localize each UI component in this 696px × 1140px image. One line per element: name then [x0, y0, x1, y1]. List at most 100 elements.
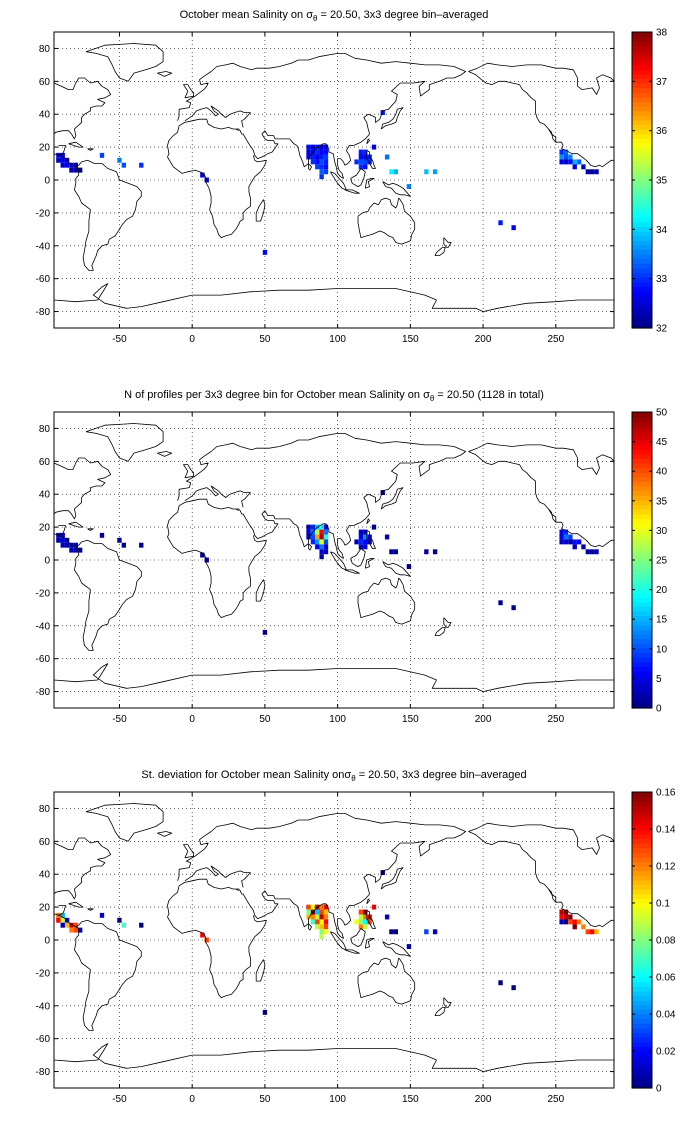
- colorbar-step: [632, 323, 652, 329]
- colorbar-step: [632, 671, 652, 677]
- coastline: [443, 617, 452, 628]
- colorbar-step: [632, 124, 652, 130]
- data-cell: [594, 549, 599, 555]
- colorbar-step: [632, 55, 652, 61]
- data-cell: [432, 549, 438, 555]
- colorbar-step: [632, 889, 652, 895]
- colorbar-step: [632, 661, 652, 667]
- colorbar-step: [632, 138, 652, 144]
- data-cell: [310, 154, 316, 160]
- coastline: [434, 627, 446, 636]
- data-cell: [432, 169, 438, 175]
- coastline: [468, 442, 614, 475]
- colorbar-step: [632, 801, 652, 807]
- colorbar-step: [632, 990, 652, 997]
- colorbar-step: [632, 504, 652, 510]
- x-tick-label: 200: [475, 714, 492, 725]
- colorbar-step: [632, 610, 652, 617]
- y-tick-label: 20: [39, 143, 51, 154]
- x-tick-label: 100: [329, 334, 346, 345]
- data-cell: [99, 532, 105, 538]
- data-cell: [323, 534, 329, 540]
- data-cell: [363, 539, 368, 545]
- colorbar-step: [632, 916, 652, 923]
- chart-title: N of profiles per 3x3 degree bin for Oct…: [124, 389, 544, 403]
- data-cell: [363, 534, 368, 540]
- data-cell: [73, 542, 78, 548]
- colorbar-step: [632, 829, 652, 835]
- coastlines: [54, 43, 614, 312]
- colorbar-step: [632, 304, 652, 311]
- colorbar-step: [632, 995, 652, 1001]
- colorbar-step: [632, 657, 652, 663]
- data-cell: [323, 549, 329, 555]
- data-cell: [310, 919, 316, 925]
- colorbar-tick-label: 35: [656, 496, 668, 507]
- coastline: [58, 525, 66, 536]
- x-tick-label: 0: [189, 714, 195, 725]
- colorbar-step: [632, 189, 652, 195]
- colorbar: 0 5 10 15 20 25 30 35 40 45 50: [631, 408, 668, 715]
- data-cell: [60, 542, 65, 548]
- colorbar-step: [632, 684, 652, 691]
- data-cell: [563, 159, 569, 165]
- y-tick-label: -60: [36, 274, 51, 285]
- colorbar-tick-label: 45: [656, 437, 668, 448]
- coastline: [85, 423, 164, 462]
- colorbar-step: [632, 513, 652, 519]
- colorbar-step: [632, 810, 652, 816]
- colorbar-step: [632, 866, 652, 872]
- colorbar-tick-label: 40: [656, 467, 668, 478]
- colorbar: 32 33 34 35 36 37 38: [631, 28, 668, 335]
- colorbar-step: [632, 805, 652, 812]
- y-tick-label: -20: [36, 588, 51, 599]
- data-cell: [563, 914, 569, 920]
- coastline: [468, 71, 614, 168]
- colorbar-tick-label: 0.04: [656, 1010, 676, 1021]
- data-cell: [56, 917, 61, 923]
- colorbar-step: [632, 69, 652, 75]
- data-cell: [315, 919, 320, 925]
- data-cell: [363, 909, 368, 915]
- colorbar-step: [632, 546, 652, 552]
- data-cell: [319, 904, 324, 910]
- colorbar-step: [632, 96, 652, 102]
- data-cell: [572, 924, 577, 930]
- data-cell: [572, 159, 577, 165]
- colorbar-step: [632, 935, 652, 941]
- y-tick-label: -80: [36, 307, 51, 318]
- data-cell: [310, 524, 316, 530]
- colorbar-step: [632, 541, 652, 547]
- coastline: [87, 148, 94, 151]
- colorbar-step: [632, 281, 652, 287]
- colorbar-step: [632, 680, 652, 686]
- y-tick-label: 40: [39, 490, 51, 501]
- colorbar-step: [632, 226, 652, 232]
- data-cell: [393, 549, 398, 555]
- coastline: [167, 53, 466, 238]
- colorbar-step: [632, 921, 652, 927]
- data-cell: [78, 167, 83, 173]
- colorbar-step: [632, 110, 652, 116]
- coastline: [54, 837, 112, 909]
- colorbar-step: [632, 217, 652, 223]
- colorbar-step: [632, 620, 652, 626]
- data-cell: [358, 154, 364, 160]
- data-cell: [319, 929, 324, 935]
- data-cell: [424, 929, 429, 935]
- coastline: [344, 949, 360, 954]
- colorbar-step: [632, 263, 652, 269]
- colorbar-step: [632, 698, 652, 704]
- data-cell: [576, 159, 582, 165]
- data-cell: [363, 159, 368, 165]
- coastline: [308, 543, 312, 551]
- colorbar-step: [632, 180, 652, 186]
- data-cell: [73, 162, 78, 168]
- coastline: [350, 548, 366, 567]
- coastline: [382, 941, 411, 957]
- data-cell: [306, 904, 311, 910]
- data-cell: [69, 927, 74, 933]
- data-cell: [60, 532, 65, 538]
- colorbar-step: [632, 435, 652, 441]
- colorbar-step: [632, 1064, 652, 1071]
